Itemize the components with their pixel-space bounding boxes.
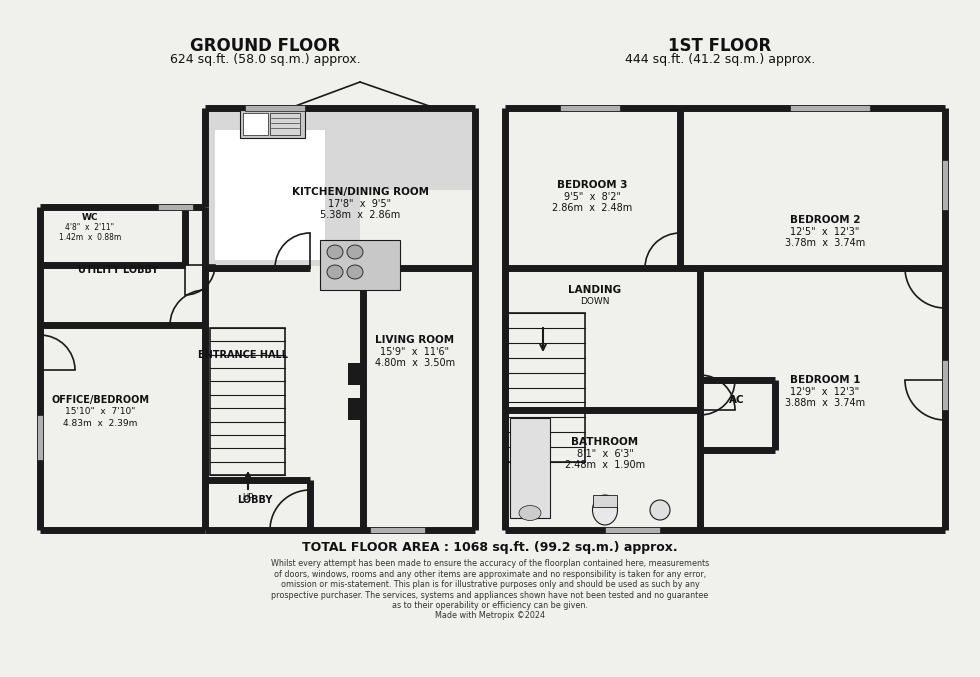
Bar — [240, 110, 305, 138]
Text: KITCHEN/DINING ROOM: KITCHEN/DINING ROOM — [291, 187, 428, 197]
Text: 5.38m  x  2.86m: 5.38m x 2.86m — [319, 210, 400, 220]
Text: BEDROOM 3: BEDROOM 3 — [557, 180, 627, 190]
Bar — [942, 160, 948, 210]
Ellipse shape — [347, 245, 363, 259]
Text: TOTAL FLOOR AREA : 1068 sq.ft. (99.2 sq.m.) approx.: TOTAL FLOOR AREA : 1068 sq.ft. (99.2 sq.… — [302, 540, 678, 554]
Text: OFFICE/BEDROOM: OFFICE/BEDROOM — [51, 395, 149, 405]
Text: 8'1"  x  6'3": 8'1" x 6'3" — [576, 449, 633, 459]
Bar — [243, 113, 268, 135]
Bar — [790, 105, 870, 111]
Bar — [360, 110, 473, 190]
Text: 9'5"  x  8'2": 9'5" x 8'2" — [564, 192, 620, 202]
Ellipse shape — [327, 245, 343, 259]
Text: 15'10"  x  7'10": 15'10" x 7'10" — [65, 408, 135, 416]
Text: BEDROOM 1: BEDROOM 1 — [790, 375, 860, 385]
Bar — [560, 105, 620, 111]
Bar — [348, 363, 363, 385]
Text: Whilst every attempt has been made to ensure the accuracy of the floorplan conta: Whilst every attempt has been made to en… — [270, 559, 710, 621]
Text: UP: UP — [242, 494, 254, 502]
Text: 4.80m  x  3.50m: 4.80m x 3.50m — [375, 358, 455, 368]
Text: UTILITY LOBBY: UTILITY LOBBY — [77, 265, 158, 275]
Text: BATHROOM: BATHROOM — [571, 437, 639, 447]
Ellipse shape — [650, 500, 670, 520]
Bar — [158, 204, 193, 210]
Text: 3.78m  x  3.74m: 3.78m x 3.74m — [785, 238, 865, 248]
Text: 12'9"  x  12'3": 12'9" x 12'3" — [791, 387, 859, 397]
Bar — [593, 495, 617, 507]
Text: AC: AC — [729, 395, 745, 405]
Text: 4.83m  x  2.39m: 4.83m x 2.39m — [63, 418, 137, 427]
Text: 4'8"  x  2'11": 4'8" x 2'11" — [66, 223, 115, 232]
Text: 624 sq.ft. (58.0 sq.m.) approx.: 624 sq.ft. (58.0 sq.m.) approx. — [170, 53, 361, 66]
Bar — [245, 105, 305, 111]
Bar — [510, 418, 550, 518]
Bar — [37, 415, 43, 460]
Bar — [207, 110, 360, 266]
Text: 3.88m  x  3.74m: 3.88m x 3.74m — [785, 398, 865, 408]
Bar — [270, 113, 300, 135]
Text: 2.86m  x  2.48m: 2.86m x 2.48m — [552, 203, 632, 213]
Text: 1.42m  x  0.88m: 1.42m x 0.88m — [59, 232, 122, 242]
Text: DOWN: DOWN — [580, 297, 610, 307]
Bar — [320, 240, 400, 290]
Bar — [942, 360, 948, 410]
Ellipse shape — [519, 506, 541, 521]
Text: 15'9"  x  11'6": 15'9" x 11'6" — [380, 347, 450, 357]
Text: LOBBY: LOBBY — [237, 495, 272, 505]
Bar — [370, 527, 425, 533]
Ellipse shape — [327, 265, 343, 279]
Text: 2.48m  x  1.90m: 2.48m x 1.90m — [564, 460, 645, 470]
Text: ENTRANCE HALL: ENTRANCE HALL — [198, 350, 288, 360]
Text: 17'8"  x  9'5": 17'8" x 9'5" — [328, 199, 392, 209]
Ellipse shape — [347, 265, 363, 279]
Bar — [215, 130, 325, 260]
Bar — [348, 398, 363, 420]
Text: GROUND FLOOR: GROUND FLOOR — [190, 37, 340, 55]
Bar — [605, 527, 660, 533]
Ellipse shape — [593, 495, 617, 525]
Text: 12'5"  x  12'3": 12'5" x 12'3" — [790, 227, 859, 237]
Text: WC: WC — [81, 213, 98, 223]
Text: 1ST FLOOR: 1ST FLOOR — [668, 37, 771, 55]
Text: BEDROOM 2: BEDROOM 2 — [790, 215, 860, 225]
Bar — [508, 313, 585, 462]
Bar — [210, 328, 285, 475]
Text: LANDING: LANDING — [568, 285, 621, 295]
Text: 444 sq.ft. (41.2 sq.m.) approx.: 444 sq.ft. (41.2 sq.m.) approx. — [625, 53, 815, 66]
Text: LIVING ROOM: LIVING ROOM — [375, 335, 455, 345]
